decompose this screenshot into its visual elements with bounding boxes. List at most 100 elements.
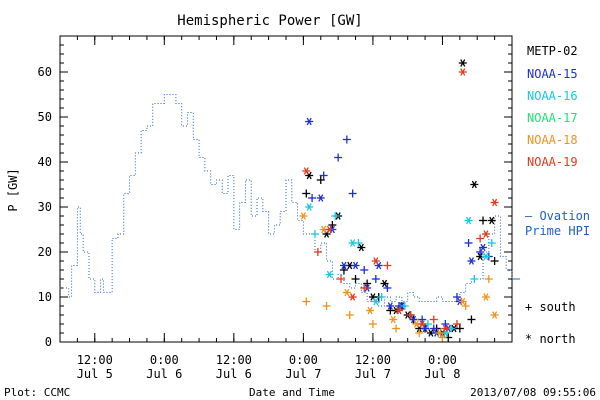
star-stroke	[326, 270, 333, 279]
point-noaa-19-north	[395, 306, 403, 315]
point-noaa-15-south	[476, 248, 485, 256]
legend: METP-02 NOAA-15 NOAA-16 NOAA-17 NOAA-18 …	[525, 44, 590, 346]
x-tick-date: Jul 5	[77, 367, 113, 381]
point-noaa-18-south	[392, 324, 401, 333]
point-noaa-19-north	[371, 257, 380, 265]
point-noaa-16-north	[481, 252, 490, 261]
star-stroke	[358, 243, 364, 252]
point-metp-02-north	[380, 279, 389, 288]
point-noaa-15-south	[452, 293, 461, 301]
point-noaa-18-north	[458, 297, 467, 306]
x-tick-time: 0:00	[289, 353, 318, 367]
point-noaa-15-north	[305, 117, 314, 126]
star-stroke	[306, 117, 312, 126]
point-noaa-19-south	[429, 315, 438, 324]
x-tick-time: 12:00	[216, 353, 252, 367]
chart-title: Hemispheric Power [GW]	[177, 13, 362, 29]
point-noaa-18-south	[438, 333, 447, 342]
star-stroke	[321, 225, 327, 234]
point-noaa-15-south	[383, 284, 392, 292]
point-metp-02-south	[339, 266, 348, 274]
ovation-step-line	[60, 94, 513, 307]
legend-item-noaa-15: NOAA-15	[527, 67, 578, 81]
star-stroke	[483, 252, 489, 261]
star-stroke	[318, 194, 324, 202]
y-tick-label: 20	[38, 245, 52, 259]
point-noaa-15-south	[308, 194, 317, 202]
point-noaa-18-south	[368, 320, 377, 328]
footer-credit: Plot: CCMC	[4, 386, 70, 399]
legend-item-noaa-18: NOAA-18	[527, 133, 578, 147]
star-stroke	[350, 293, 356, 301]
star-stroke	[483, 293, 489, 301]
point-noaa-18-north	[435, 329, 444, 337]
legend-item-ovation-line2: Prime HPI	[525, 224, 590, 238]
point-noaa-18-north	[342, 288, 351, 297]
point-noaa-18-south	[461, 302, 470, 310]
point-noaa-16-north	[348, 239, 357, 247]
footer-timestamp: 2013/07/08 09:55:06	[470, 386, 596, 399]
point-noaa-19-north	[325, 225, 334, 234]
star-stroke	[303, 167, 309, 175]
y-tick-label: 30	[38, 200, 52, 214]
legend-item-ovation: – Ovation	[525, 209, 590, 223]
star-stroke	[300, 212, 306, 220]
legend-item-noaa-16: NOAA-16	[527, 89, 578, 103]
star-stroke	[347, 261, 353, 270]
point-noaa-16-south	[487, 239, 496, 247]
ovation-series	[60, 94, 520, 307]
star-stroke	[460, 59, 466, 67]
point-noaa-16-south	[331, 212, 340, 220]
star-stroke	[437, 329, 443, 337]
point-noaa-15-south	[371, 275, 380, 283]
point-noaa-18-north	[389, 315, 398, 324]
point-noaa-18-south	[415, 329, 424, 337]
point-metp-02-south	[490, 257, 499, 265]
point-noaa-15-south	[342, 135, 351, 144]
legend-item-noaa-19: NOAA-19	[527, 155, 578, 169]
legend-south-symbol: + south	[525, 300, 576, 314]
point-noaa-15-south	[464, 239, 473, 247]
point-noaa-18-south	[322, 302, 331, 310]
point-noaa-15-north	[316, 194, 325, 202]
point-metp-02-north	[368, 293, 377, 301]
x-tick-date: Jul 8	[424, 367, 460, 381]
x-tick-time: 12:00	[77, 353, 113, 367]
point-metp-02-north	[470, 180, 479, 189]
point-noaa-19-north	[458, 68, 467, 76]
point-noaa-16-north	[464, 216, 473, 225]
x-tick-date: Jul 7	[355, 367, 391, 381]
point-noaa-19-north	[418, 320, 427, 328]
star-stroke	[344, 288, 350, 297]
point-noaa-15-north	[351, 261, 360, 270]
star-stroke	[387, 302, 393, 310]
star-stroke	[341, 261, 347, 270]
y-tick-label: 10	[38, 290, 52, 304]
point-noaa-18-north	[366, 306, 375, 315]
point-noaa-16-north	[325, 270, 334, 279]
star-stroke	[367, 306, 373, 315]
star-stroke	[306, 203, 312, 211]
point-metp-02-north	[458, 59, 467, 67]
legend-item-noaa-17: NOAA-17	[527, 111, 578, 125]
point-noaa-18-south	[484, 275, 493, 283]
point-noaa-19-north	[490, 198, 499, 207]
point-noaa-16-north	[371, 297, 380, 306]
point-noaa-19-south	[476, 234, 485, 243]
point-noaa-16-south	[400, 302, 409, 310]
star-stroke	[428, 329, 434, 337]
x-tick-date: Jul 7	[285, 367, 321, 381]
star-stroke	[492, 311, 498, 319]
y-tick-label: 60	[38, 65, 52, 79]
x-tick-time: 0:00	[150, 353, 179, 367]
star-stroke	[460, 68, 466, 76]
star-stroke	[460, 297, 466, 306]
point-metp-02-south	[467, 315, 476, 324]
x-tick-date: Jul 6	[146, 367, 182, 381]
point-noaa-19-south	[313, 248, 322, 256]
point-noaa-18-north	[299, 212, 308, 220]
point-noaa-19-north	[481, 230, 490, 238]
y-axis: 0 10 20 30 40 50 60	[38, 44, 512, 349]
point-noaa-16-south	[310, 230, 319, 238]
